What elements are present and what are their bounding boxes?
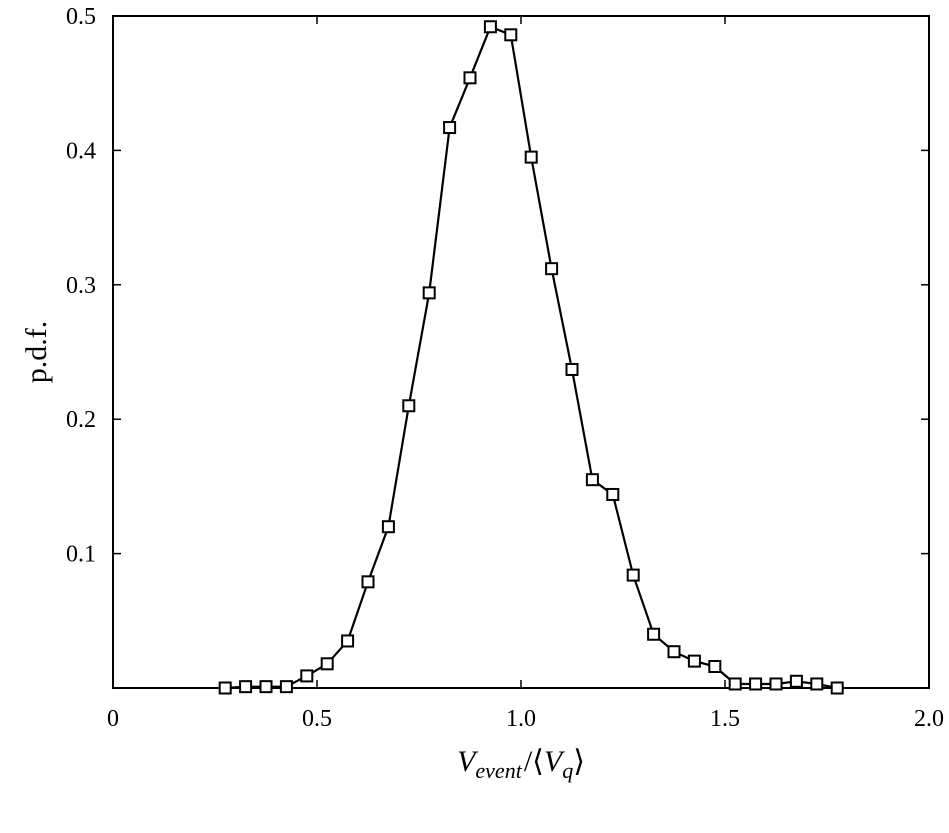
data-point-marker — [463, 71, 477, 85]
x-axis-label-subscript-event: event — [475, 758, 522, 783]
data-point-marker — [749, 677, 763, 691]
data-point-marker — [830, 681, 844, 695]
y-tick-label: 0.2 — [66, 407, 96, 433]
y-axis-label: p.d.f. — [20, 321, 53, 384]
data-point-marker — [565, 362, 579, 376]
data-point-marker — [259, 680, 273, 694]
x-tick-label: 1.0 — [506, 706, 536, 732]
data-point-marker — [402, 399, 416, 413]
data-point-marker — [667, 645, 681, 659]
data-point-marker — [606, 487, 620, 501]
y-tick-label: 0.3 — [66, 273, 96, 299]
data-point-marker — [320, 657, 334, 671]
data-point-marker — [728, 677, 742, 691]
data-point-marker — [422, 286, 436, 300]
x-axis-label-slash: /⟨ — [524, 745, 544, 778]
data-point-marker — [647, 627, 661, 641]
y-tick-label: 0.4 — [66, 138, 96, 164]
axis-ticks — [112, 15, 930, 688]
data-point-marker — [504, 28, 518, 42]
data-point-marker — [381, 520, 395, 534]
data-point-marker — [789, 674, 803, 688]
data-point-marker — [626, 568, 640, 582]
x-axis-label-subscript-q: q — [562, 758, 573, 783]
data-point-marker — [218, 681, 232, 695]
data-point-marker — [687, 654, 701, 668]
y-tick-label: 0.1 — [66, 542, 96, 568]
x-axis-label: Vevent/⟨Vq⟩ — [457, 745, 585, 783]
data-point-marker — [585, 473, 599, 487]
data-point-marker — [341, 634, 355, 648]
x-tick-label: 1.5 — [710, 706, 740, 732]
data-point-marker — [545, 262, 559, 276]
data-point-marker — [361, 575, 375, 589]
data-point-marker — [483, 20, 497, 34]
plot-frame — [112, 15, 930, 689]
data-point-marker — [279, 680, 293, 694]
data-point-marker — [443, 121, 457, 135]
data-point-marker — [300, 669, 314, 683]
x-axis-label-v: V — [457, 745, 479, 778]
x-axis-label-vq: V — [544, 745, 566, 778]
x-tick-label: 2.0 — [914, 706, 944, 732]
x-tick-labels: 0 0.5 1.0 1.5 2.0 — [107, 706, 944, 732]
data-point-marker — [239, 680, 253, 694]
x-tick-label: 0.5 — [302, 706, 332, 732]
y-tick-labels: 0.1 0.2 0.3 0.4 0.5 — [66, 4, 96, 568]
x-tick-label: 0 — [107, 706, 119, 732]
data-point-marker — [769, 677, 783, 691]
series-line — [225, 25, 838, 690]
series-group — [218, 20, 844, 695]
data-point-marker — [708, 659, 722, 673]
data-point-marker — [524, 150, 538, 164]
x-axis-label-close: ⟩ — [573, 745, 585, 778]
y-tick-label: 0.5 — [66, 4, 96, 30]
data-point-marker — [810, 677, 824, 691]
